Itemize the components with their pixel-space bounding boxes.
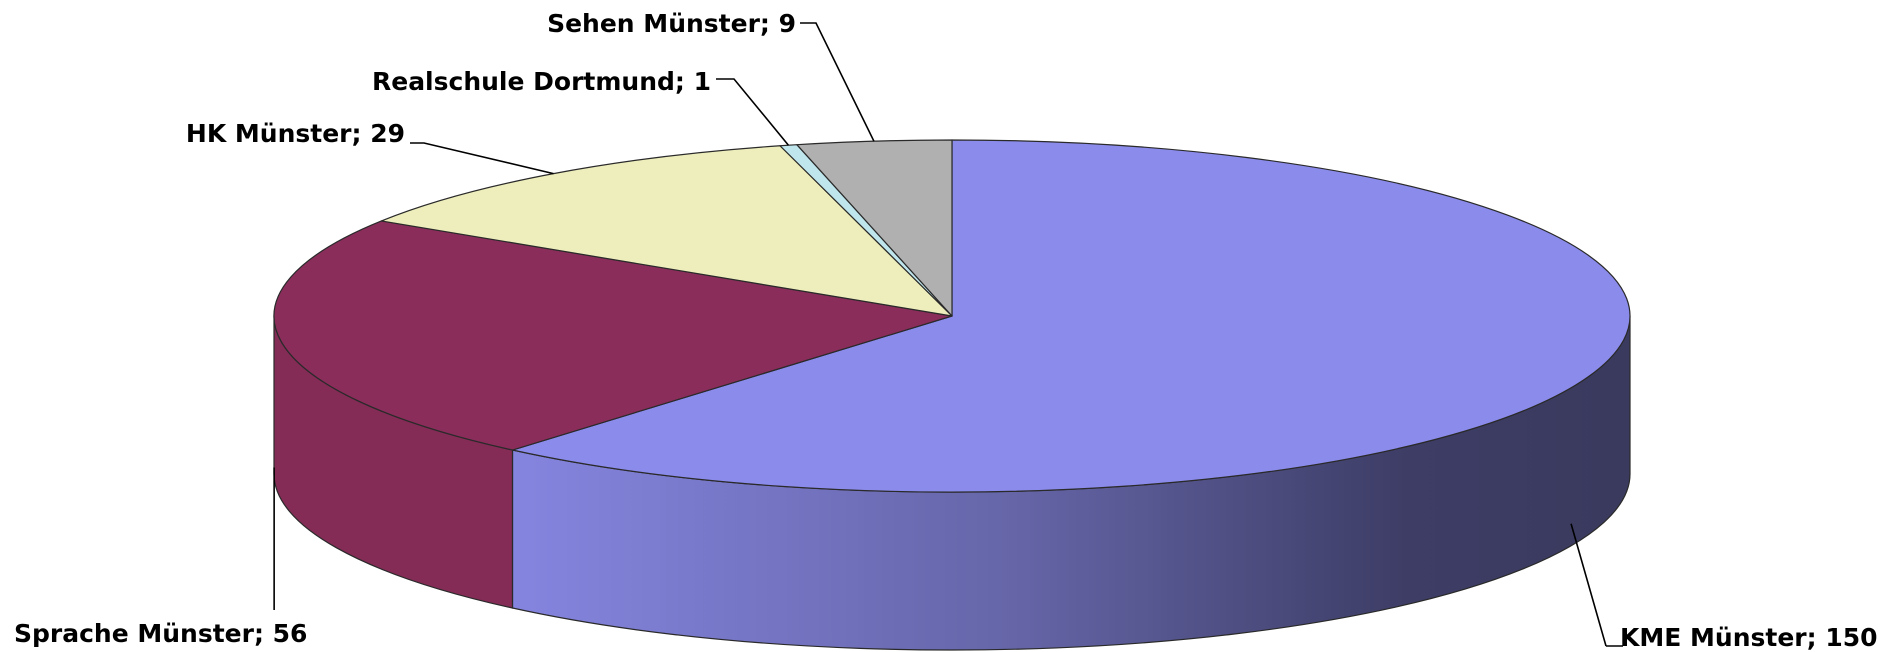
pie-leader-lines [273,22,1623,647]
leader-line-sehen-muenster [800,22,875,142]
slice-label-hk-muenster: HK Münster; 29 [186,119,405,148]
slice-label-kme-muenster: KME Münster; 150 [1620,623,1878,652]
leader-line-hk-muenster [410,142,554,175]
leader-line-realschule-dortmund [716,78,790,146]
leader-line-kme-muenster [1570,523,1623,647]
pie-data-labels: KME Münster; 150 Sprache Münster; 56 HK … [14,9,1878,652]
slice-label-sprache-muenster: Sprache Münster; 56 [14,619,307,648]
slice-top-sprache-muenster [273,220,953,451]
slice-label-realschule-dortmund: Realschule Dortmund; 1 [372,67,711,96]
slice-label-sehen-muenster: Sehen Münster; 9 [547,9,796,38]
slice-top-kme-muenster [511,139,1631,493]
pie-tops [273,139,1631,493]
